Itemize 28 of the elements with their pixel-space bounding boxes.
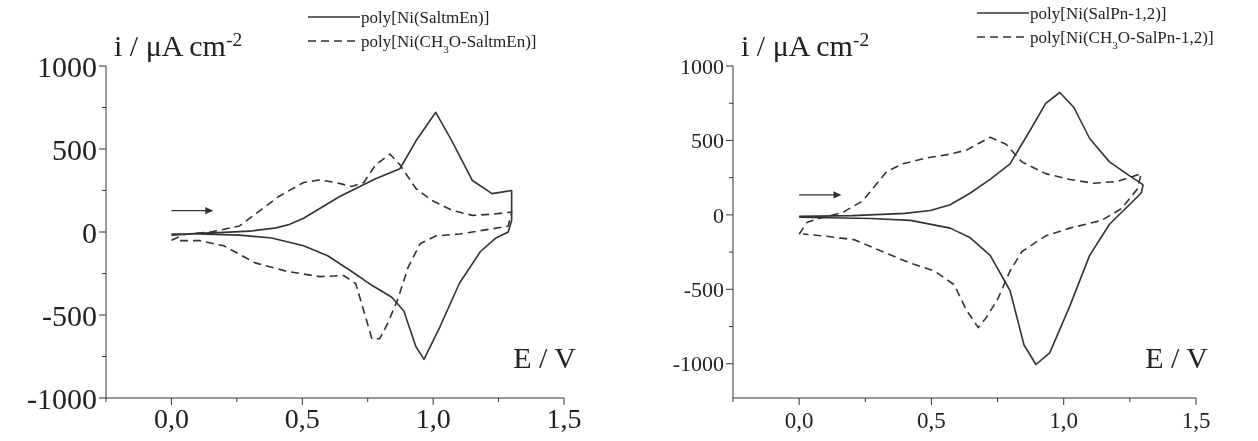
x-tick-label: 1,5 bbox=[1181, 408, 1211, 433]
legend-label: poly[Ni(SaltmEn)] bbox=[361, 7, 490, 27]
y-axis-title: i / μA cm$^{-2}$ bbox=[114, 28, 243, 62]
y-tick-label: 1000 bbox=[37, 49, 97, 83]
y-axis-title: i / μA cm$^{-2}$ bbox=[741, 28, 870, 62]
x-tick-label: 1,0 bbox=[1049, 408, 1079, 433]
y-tick-label: -500 bbox=[683, 277, 724, 303]
y-tick-label: 0 bbox=[82, 215, 97, 249]
legend-label: poly[Ni(CH$_{3}$O-SaltmEn)] bbox=[361, 31, 537, 55]
legend-label: poly[Ni(CH$_{3}$O-SalPn-1,2)] bbox=[1030, 27, 1214, 51]
x-tick-label: 0,0 bbox=[153, 403, 189, 434]
x-tick-label: 1,5 bbox=[546, 403, 582, 434]
line-series bbox=[170, 111, 513, 361]
y-tick-label: 1000 bbox=[680, 53, 724, 79]
x-tick-label: 0,0 bbox=[784, 408, 814, 433]
y-tick-label: -1000 bbox=[672, 351, 724, 377]
y-tick-label: -1000 bbox=[27, 381, 97, 415]
x-tick-label: 1,0 bbox=[415, 403, 451, 434]
y-tick-label: 0 bbox=[713, 202, 724, 228]
y-tick-label: 500 bbox=[52, 132, 97, 166]
legend-label: poly[Ni(SalPn-1,2)] bbox=[1030, 3, 1167, 23]
x-axis-title: E / V bbox=[1145, 341, 1209, 374]
y-tick-label: 500 bbox=[691, 128, 724, 154]
x-tick-label: 0,5 bbox=[917, 408, 946, 433]
y-tick-label: -500 bbox=[42, 298, 97, 332]
x-tick-label: 0,5 bbox=[284, 403, 320, 434]
line-series bbox=[798, 91, 1144, 366]
x-axis-title: E / V bbox=[513, 341, 577, 374]
